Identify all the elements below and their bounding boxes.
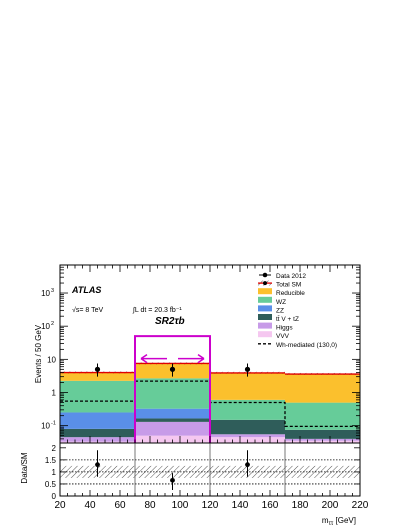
legend-label: WZ: [276, 299, 286, 306]
energy-label: √s= 8 TeV: [72, 306, 103, 314]
ratio-y-axis-label: Data/SM: [20, 452, 29, 483]
stack-bar: [285, 402, 360, 430]
legend-marker-data: [262, 272, 268, 278]
x-tick-label: 40: [84, 500, 96, 511]
x-axis-ticks-main: [59, 265, 361, 443]
y-tick-label: 1: [52, 389, 57, 398]
stack-bar: [210, 419, 285, 435]
ratio-y-tick-label: 1: [52, 468, 57, 477]
y-tick-exponent: 3: [51, 288, 54, 294]
ratio-y-tick-label: 2: [52, 444, 57, 453]
stack-bar: [135, 435, 210, 443]
stack-bar: [135, 421, 210, 436]
legend-label: ZZ: [276, 307, 284, 314]
y-tick-label: 10: [41, 422, 50, 431]
stack-bar: [135, 378, 210, 409]
legend-label: VVV: [276, 333, 290, 340]
x-axis-ticks: 20 40 60 80 100 120 140 160 180 200 220: [54, 490, 369, 511]
legend-swatch: [258, 322, 272, 329]
x-axis-label: mττ [GeV]: [322, 516, 356, 527]
ratio-point: [245, 462, 250, 468]
stack-bar: [135, 418, 210, 422]
stack-bar: [135, 408, 210, 419]
legend-swatch: [258, 314, 272, 320]
ratio-y-tick-label: 0.5: [45, 480, 57, 489]
legend-label: Data 2012: [276, 273, 306, 280]
x-tick-label: 20: [54, 500, 66, 511]
data-point: [169, 366, 176, 372]
ratio-point: [95, 462, 100, 468]
background-stack: [60, 363, 360, 443]
x-tick-label: 220: [352, 500, 369, 511]
signal-region-box: [134, 335, 211, 443]
legend-label: tt̄ V + tZ: [276, 315, 299, 323]
arrow-left: [140, 354, 167, 364]
ratio-points: [95, 450, 250, 490]
ratio-y-tick-label: 0: [52, 492, 57, 501]
stack-bar: [210, 372, 285, 400]
data-point: [94, 366, 101, 372]
legend-label: Reducible: [276, 290, 305, 297]
legend-label: Total SM: [276, 282, 301, 289]
stack-bar: [60, 380, 135, 413]
x-tick-label: 140: [232, 500, 249, 511]
y-tick-exponent: 2: [51, 321, 54, 327]
signal-region-outline: [134, 335, 211, 443]
legend-swatch: [258, 296, 272, 303]
atlas-label: ATLAS: [71, 285, 101, 295]
x-tick-label: 200: [322, 500, 339, 511]
stack-bar: [210, 399, 285, 420]
y-tick-label: 10: [41, 322, 50, 331]
legend-swatch: [258, 305, 272, 312]
x-tick-label: 180: [292, 500, 309, 511]
y-axis-label: Events / 50 GeV: [34, 324, 43, 383]
legend-label: Wh-mediated (130,0): [276, 342, 337, 349]
x-tick-label: 160: [262, 500, 279, 511]
y-tick-exponent: -1: [51, 421, 56, 427]
y-tick-label: 10: [41, 289, 50, 298]
ratio-y-axis-ticks: 0 0.5 1 1.5 2: [45, 444, 360, 501]
luminosity-label: ∫L dt = 20.3 fb⁻¹: [132, 307, 182, 314]
legend-swatch: [258, 331, 272, 338]
ratio-point: [170, 477, 175, 483]
stack-bar: [60, 412, 135, 429]
legend-marker-total: [263, 281, 267, 286]
stack-bar: [210, 434, 285, 438]
stack-bar: [285, 429, 360, 439]
x-tick-label: 60: [114, 500, 126, 511]
x-tick-label: 100: [172, 500, 189, 511]
ratio-panel: 0 0.5 1 1.5 2 20 40 60 80 100 120 140 160 180 200 220: [45, 442, 369, 511]
region-label: SR2τb: [155, 316, 185, 327]
stack-bar: [60, 428, 135, 438]
y-tick-label: 10: [47, 355, 56, 364]
ratio-bin-edges: [134, 443, 286, 496]
stack-bar: [285, 374, 360, 403]
legend-swatch: [258, 288, 272, 295]
x-tick-label: 120: [202, 500, 219, 511]
data-points: [94, 363, 251, 377]
data-point: [244, 366, 251, 372]
legend-label: Higgs: [276, 325, 293, 332]
ratio-y-tick-label: 1.5: [45, 456, 57, 465]
stack-bar: [60, 437, 135, 442]
x-tick-label: 80: [144, 500, 156, 511]
arrow-right: [178, 354, 205, 364]
